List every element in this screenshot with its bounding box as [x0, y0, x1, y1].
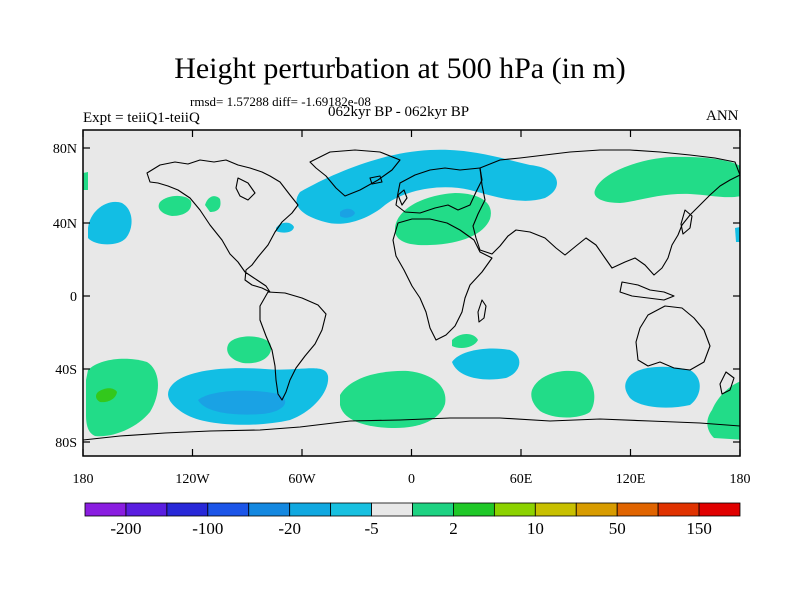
coastline-africa — [392, 218, 493, 341]
coastline-south-america — [259, 291, 327, 401]
colorbar-swatch — [371, 502, 413, 517]
colorbar-swatch — [534, 502, 577, 517]
colorbar-swatch — [207, 502, 250, 517]
coastline-greenland — [309, 149, 401, 197]
colorbar-label: 50 — [609, 519, 626, 538]
lat-tick-label: 40N — [53, 217, 77, 232]
lat-tick-label: 80S — [55, 436, 77, 451]
negative-region-south-pacific-core — [198, 390, 286, 415]
positive-region-south-indian — [531, 370, 595, 418]
period-label: 062kyr BP - 062kyr BP — [328, 104, 470, 120]
positive-region-west-pacific-south-core — [95, 388, 117, 403]
season-label: ANN — [706, 108, 739, 124]
positive-region-west-pacific-south — [86, 358, 158, 437]
positive-region-east-pacific-south — [227, 336, 272, 364]
colorbar-swatch — [125, 502, 168, 517]
coastline-uk — [397, 189, 408, 206]
positive-region-west-edge — [83, 172, 88, 190]
coastline-japan — [680, 209, 693, 235]
lat-tick-label: 0 — [70, 290, 77, 305]
colorbar-label: -20 — [278, 519, 301, 538]
colorbar-swatch — [412, 502, 454, 517]
negative-region-south-indian — [452, 348, 520, 380]
negative-region-north-atlantic-core — [340, 208, 355, 218]
lon-tick-label: 0 — [408, 472, 415, 487]
coastline-hudson-bay — [235, 177, 256, 201]
colorbar-label: 150 — [686, 519, 712, 538]
lon-tick-label: 120E — [616, 472, 646, 487]
experiment-label: Expt = teiiQ1-teiiQ — [83, 110, 200, 126]
colorbar-label: 2 — [449, 519, 458, 538]
coastline-antarctica — [83, 417, 740, 441]
coastline-europe — [395, 167, 483, 214]
colorbar-swatch — [616, 502, 659, 517]
lat-tick-label: 80N — [53, 142, 77, 157]
positive-region-siberia — [594, 156, 740, 203]
positive-region-north-america — [205, 196, 221, 212]
colorbar-swatch — [493, 502, 536, 517]
positive-region-north-atlantic-south — [452, 334, 478, 348]
colorbar-swatch — [698, 502, 741, 517]
positive-region-south-atlantic — [340, 370, 446, 428]
lon-tick-label: 180 — [73, 472, 94, 487]
lat-tick-label: 40S — [55, 363, 77, 378]
negative-region-west-edge — [735, 227, 740, 242]
colorbar-label: -5 — [364, 519, 378, 538]
rmsd-diff-stats: rmsd= 1.57288 diff= -1.69182e-08 — [190, 94, 371, 109]
colorbar-swatch — [575, 502, 618, 517]
colorbar-label: 10 — [527, 519, 544, 538]
colorbar-swatch — [248, 502, 291, 517]
lon-tick-label: 60W — [288, 472, 316, 487]
coastlines — [83, 149, 740, 441]
lon-tick-label: 60E — [510, 472, 533, 487]
negative-region-north-pacific — [88, 201, 132, 245]
colorbar-swatch — [330, 502, 372, 517]
colorbar: -200 -100 -20 -5 2 10 50 150 — [84, 502, 741, 538]
colorbar-swatch — [289, 502, 332, 517]
negative-region-us-coast — [276, 222, 294, 233]
coastline-asia — [472, 149, 740, 276]
latitude-axis: 80N 40N 0 40S 80S — [53, 142, 740, 451]
negative-region-australia-south — [625, 366, 700, 408]
colorbar-swatch — [657, 502, 700, 517]
colorbar-swatch — [166, 502, 209, 517]
coastline-madagascar — [477, 299, 487, 323]
coastline-australia — [635, 305, 711, 371]
positive-region-north-pacific — [158, 195, 192, 216]
colorbar-swatch — [84, 502, 127, 517]
colorbar-swatch — [453, 502, 495, 517]
negative-region-north-atlantic — [296, 149, 557, 224]
anomaly-contours — [83, 149, 740, 441]
coastline-north-america — [146, 159, 299, 293]
coastline-iceland — [369, 175, 383, 185]
lon-tick-label: 180 — [730, 472, 751, 487]
lon-tick-label: 120W — [175, 472, 210, 487]
coastline-new-zealand — [719, 371, 735, 395]
colorbar-label: -100 — [192, 519, 223, 538]
longitude-axis: 180 120W 60W 0 60E 120E 180 — [73, 130, 751, 487]
map-title: Height perturbation at 500 hPa (in m) — [174, 52, 626, 85]
coastline-indonesia — [619, 281, 675, 301]
colorbar-label: -200 — [110, 519, 141, 538]
